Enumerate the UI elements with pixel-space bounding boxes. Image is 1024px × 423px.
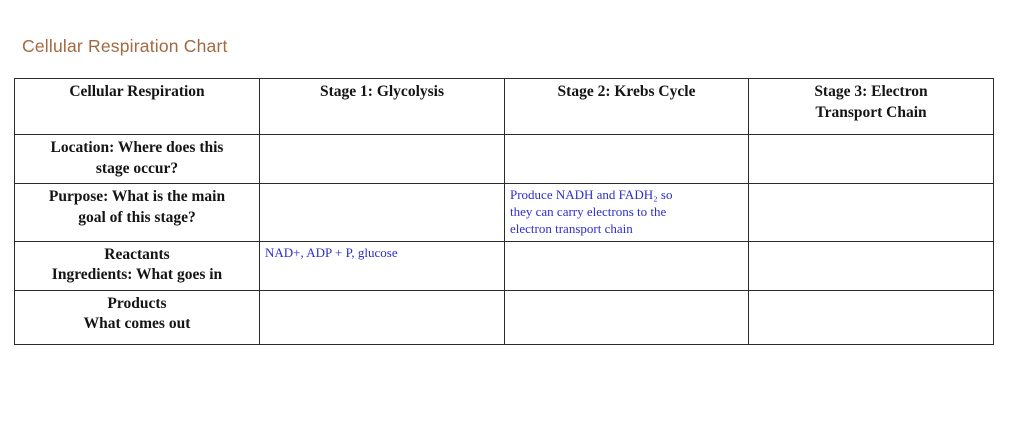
cell-purpose-krebs[interactable]: Produce NADH and FADH₂ so they can carry…	[504, 182, 749, 242]
cell-reactants-etc[interactable]	[748, 240, 994, 291]
row-label-location: Location: Where does this stage occur?	[14, 134, 260, 184]
header-stage1-glycolysis: Stage 1: Glycolysis	[259, 78, 505, 135]
cell-products-etc[interactable]	[748, 289, 994, 345]
table-row-location: Location: Where does this stage occur?	[14, 134, 994, 184]
header-cellular-respiration: Cellular Respiration	[14, 78, 260, 135]
cell-products-krebs[interactable]	[504, 289, 749, 345]
row-label-products: Products What comes out	[14, 289, 260, 345]
row-label-reactants: Reactants Ingredients: What goes in	[14, 240, 260, 291]
header-stage2-krebs-cycle: Stage 2: Krebs Cycle	[504, 78, 749, 135]
page-title: Cellular Respiration Chart	[22, 36, 228, 56]
table-row-reactants: Reactants Ingredients: What goes in NAD+…	[14, 240, 994, 291]
cell-purpose-glycolysis[interactable]	[259, 182, 505, 242]
table-row-products: Products What comes out	[14, 289, 994, 345]
cell-reactants-krebs[interactable]	[504, 240, 749, 291]
table-row-purpose: Purpose: What is the main goal of this s…	[14, 182, 994, 242]
header-stage3-electron-transport-chain: Stage 3: Electron Transport Chain	[748, 78, 994, 135]
cell-purpose-etc[interactable]	[748, 182, 994, 242]
cell-location-glycolysis[interactable]	[259, 134, 505, 184]
cell-location-etc[interactable]	[748, 134, 994, 184]
cell-reactants-glycolysis[interactable]: NAD+, ADP + P, glucose	[259, 240, 505, 291]
cell-location-krebs[interactable]	[504, 134, 749, 184]
cell-products-glycolysis[interactable]	[259, 289, 505, 345]
cellular-respiration-table: Cellular Respiration Stage 1: Glycolysis…	[14, 78, 994, 345]
table-header-row: Cellular Respiration Stage 1: Glycolysis…	[14, 78, 994, 135]
row-label-purpose: Purpose: What is the main goal of this s…	[14, 182, 260, 242]
